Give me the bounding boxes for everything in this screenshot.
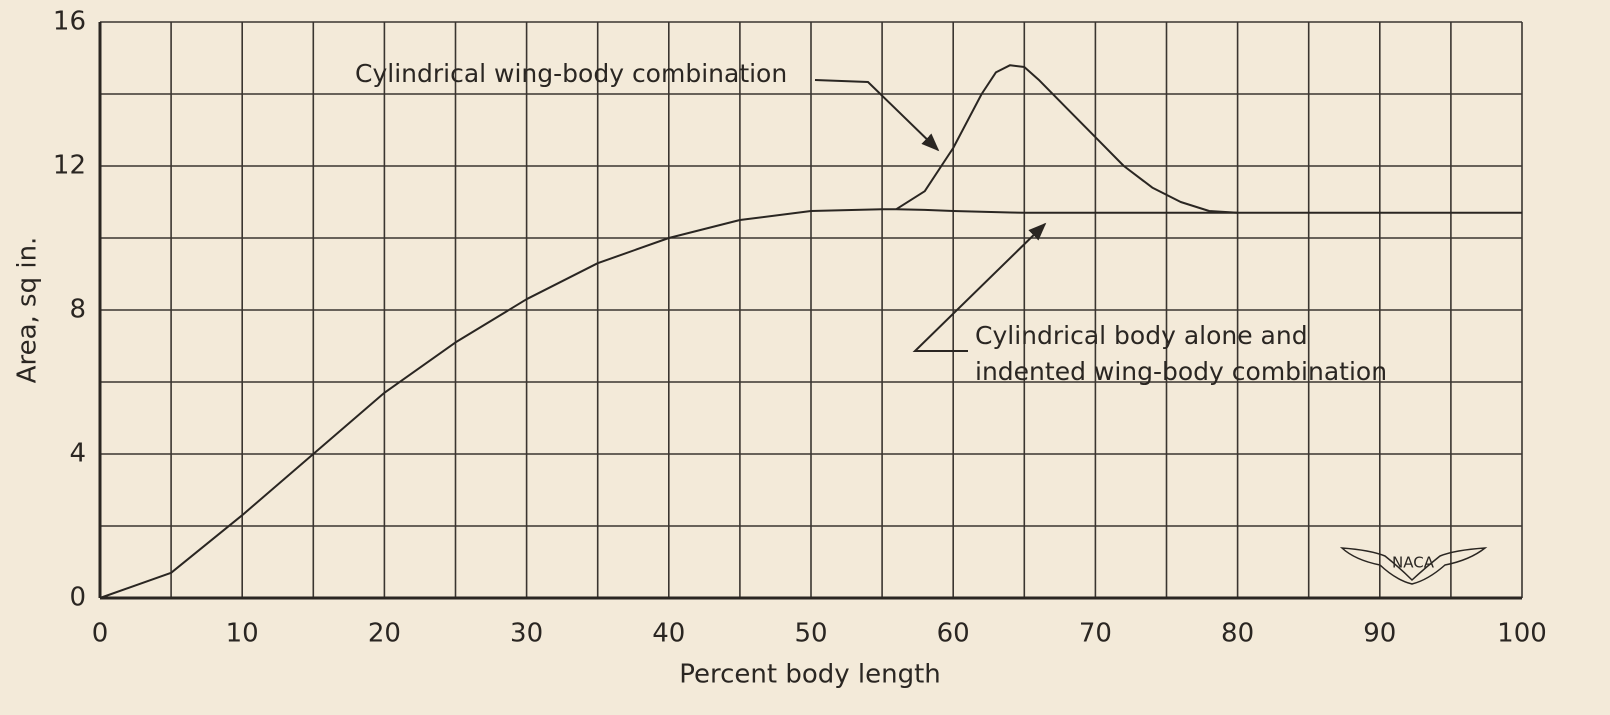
- grid: [98, 21, 1523, 600]
- x-axis-label: Percent body length: [679, 660, 941, 690]
- annotation: indented wing-body combination: [975, 357, 1387, 386]
- annotation-arrow: [814, 79, 940, 152]
- y-tick-label: 0: [69, 583, 86, 613]
- x-tick-label: 20: [368, 619, 401, 649]
- y-tick-label: 4: [69, 439, 86, 469]
- x-tick-label: 30: [510, 619, 543, 649]
- x-tick-label: 50: [794, 619, 827, 649]
- x-tick-label: 90: [1363, 619, 1396, 649]
- x-tick-label: 100: [1497, 619, 1547, 649]
- x-tick-label: 0: [92, 619, 109, 649]
- x-tick-label: 10: [226, 619, 259, 649]
- annotation: Cylindrical body alone and: [975, 321, 1308, 350]
- x-tick-label: 70: [1079, 619, 1112, 649]
- series-line: [895, 64, 1238, 214]
- logo: NACA: [1392, 554, 1435, 572]
- annotation-arrow: [912, 222, 1047, 352]
- y-axis-label: Area, sq in.: [13, 237, 43, 384]
- logo-wings: [1339, 547, 1488, 585]
- y-tick-label: 16: [53, 7, 86, 37]
- lines: [99, 64, 1522, 599]
- y-tick-label: 8: [69, 295, 86, 325]
- annotation: Cylindrical wing-body combination: [355, 59, 787, 88]
- y-tick-label: 12: [53, 151, 86, 181]
- series-line: [99, 208, 1522, 599]
- x-tick-label: 40: [652, 619, 685, 649]
- x-tick-label: 60: [937, 619, 970, 649]
- x-tick-label: 80: [1221, 619, 1254, 649]
